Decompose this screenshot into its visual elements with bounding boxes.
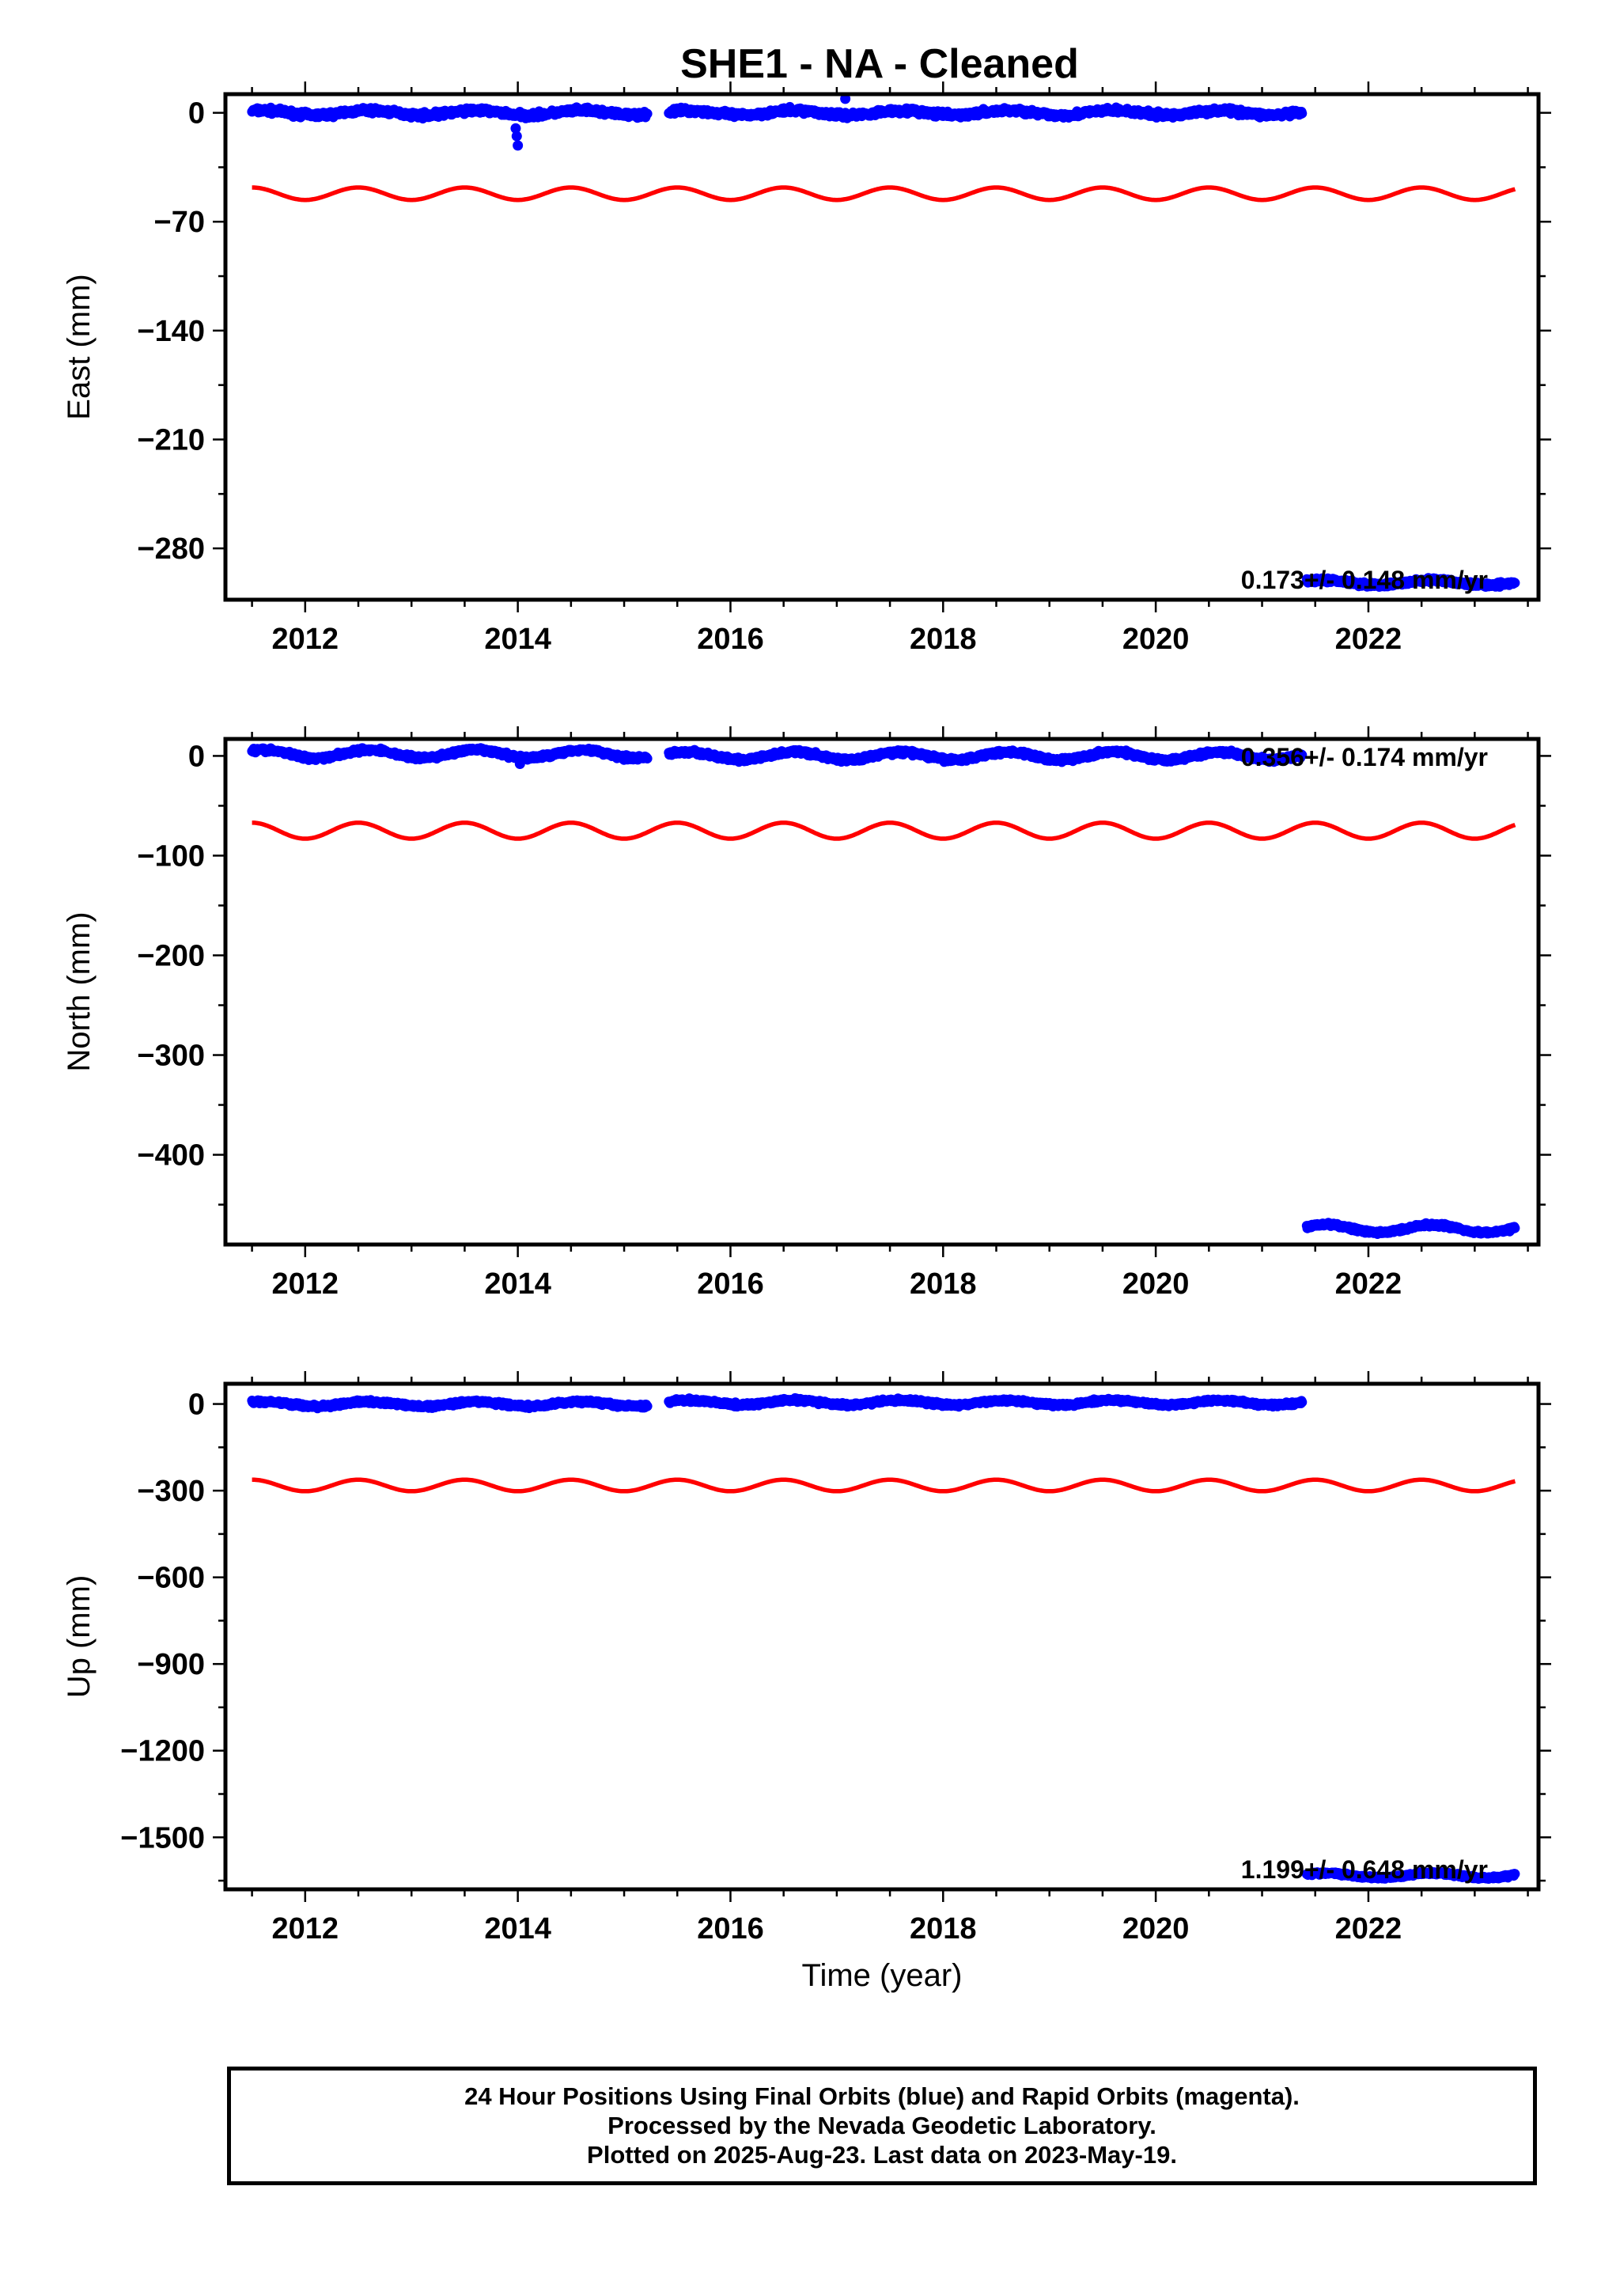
north-ytick-label: −400 [137, 1139, 205, 1173]
north-ylabel: North (mm) [62, 911, 97, 1071]
north-model-curve [252, 820, 1516, 841]
east-xtick-label: 2020 [1122, 623, 1190, 656]
north-ytick-label: −200 [137, 939, 205, 972]
up-xlabel: Time (year) [802, 1958, 963, 1993]
east-plot-area [247, 94, 1520, 592]
up-model-curve [252, 1477, 1516, 1494]
east-ytick-label: 0 [188, 97, 205, 131]
east-xtick-label: 2014 [484, 623, 551, 656]
north-xtick-label: 2014 [484, 1267, 551, 1301]
east-data-point [642, 108, 653, 119]
east-xtick-label: 2012 [272, 623, 339, 656]
figure-title: SHE1 - NA - Cleaned [680, 41, 1079, 87]
north-ytick-label: −100 [137, 839, 205, 873]
east-ytick-label: −280 [137, 532, 205, 566]
up-xtick-label: 2016 [697, 1912, 764, 1946]
up-xtick-label: 2014 [484, 1912, 551, 1946]
up-ylabel: Up (mm) [62, 1575, 97, 1699]
north-ytick-label: −300 [137, 1040, 205, 1073]
east-data-point [1296, 108, 1308, 119]
north-data-point [1510, 1223, 1520, 1233]
east-frame [223, 92, 1541, 602]
up-xtick-label: 2020 [1122, 1912, 1190, 1946]
north-final-orbit-points [247, 743, 1520, 1240]
north-rate-label: 0.356+/- 0.174 mm/yr [1241, 743, 1488, 771]
east-outlier-point [510, 123, 521, 134]
east-ytick-label: −140 [137, 315, 205, 348]
up-ytick-label: −900 [137, 1648, 205, 1681]
panels: 2012 2014 2016 2018 2020 2022 0 −70 −140 −210 −280… [62, 81, 1551, 1993]
up-ytick-label: 0 [188, 1389, 205, 1422]
east-data-point [1510, 578, 1520, 588]
up-ytick-label: −600 [137, 1562, 205, 1595]
east-model-curve [252, 185, 1516, 203]
north-ytick-label: 0 [188, 740, 205, 773]
up-final-orbit-points [247, 1392, 1520, 1884]
up-ytick-label: −1500 [120, 1821, 205, 1855]
up-xtick-label: 2018 [910, 1912, 977, 1946]
east-outlier-point [511, 131, 522, 142]
east-xtick-label: 2022 [1335, 623, 1402, 656]
east-outlier-point [513, 140, 524, 151]
east-outlier-point [840, 94, 851, 104]
north-panel: 2012 2014 2016 2018 2020 2022 0 −100 −200 −300 −40… [62, 726, 1551, 1301]
up-ytick-label: −300 [137, 1475, 205, 1508]
east-rate-label: 0.173+/- 0.148 mm/yr [1241, 566, 1488, 594]
north-xtick-label: 2022 [1335, 1267, 1402, 1301]
north-xtick-label: 2012 [272, 1267, 339, 1301]
east-panel: 2012 2014 2016 2018 2020 2022 0 −70 −140 −210 −280… [62, 81, 1551, 656]
east-xtick-label: 2016 [697, 623, 764, 656]
north-xtick-label: 2018 [910, 1267, 977, 1301]
up-xtick-label: 2022 [1335, 1912, 1402, 1946]
east-ytick-label: −210 [137, 423, 205, 457]
north-xtick-label: 2016 [697, 1267, 764, 1301]
north-xtick-label: 2020 [1122, 1267, 1190, 1301]
up-xtick-label: 2012 [272, 1912, 339, 1946]
up-plot-area [247, 1392, 1520, 1884]
north-plot-area [247, 743, 1520, 1240]
north-outlier-point [514, 759, 525, 770]
north-frame [223, 737, 1541, 1247]
up-ytick-label: −1200 [120, 1735, 205, 1768]
north-data-point [642, 753, 653, 763]
up-panel: 2012 2014 2016 2018 2020 2022 0 −300 −600 −900 −12… [62, 1371, 1551, 1993]
east-final-orbit-points [247, 94, 1520, 592]
east-ytick-label: −70 [154, 206, 205, 239]
north-data-point [1296, 750, 1308, 760]
east-ylabel: East (mm) [62, 274, 97, 419]
east-xtick-label: 2018 [910, 623, 977, 656]
